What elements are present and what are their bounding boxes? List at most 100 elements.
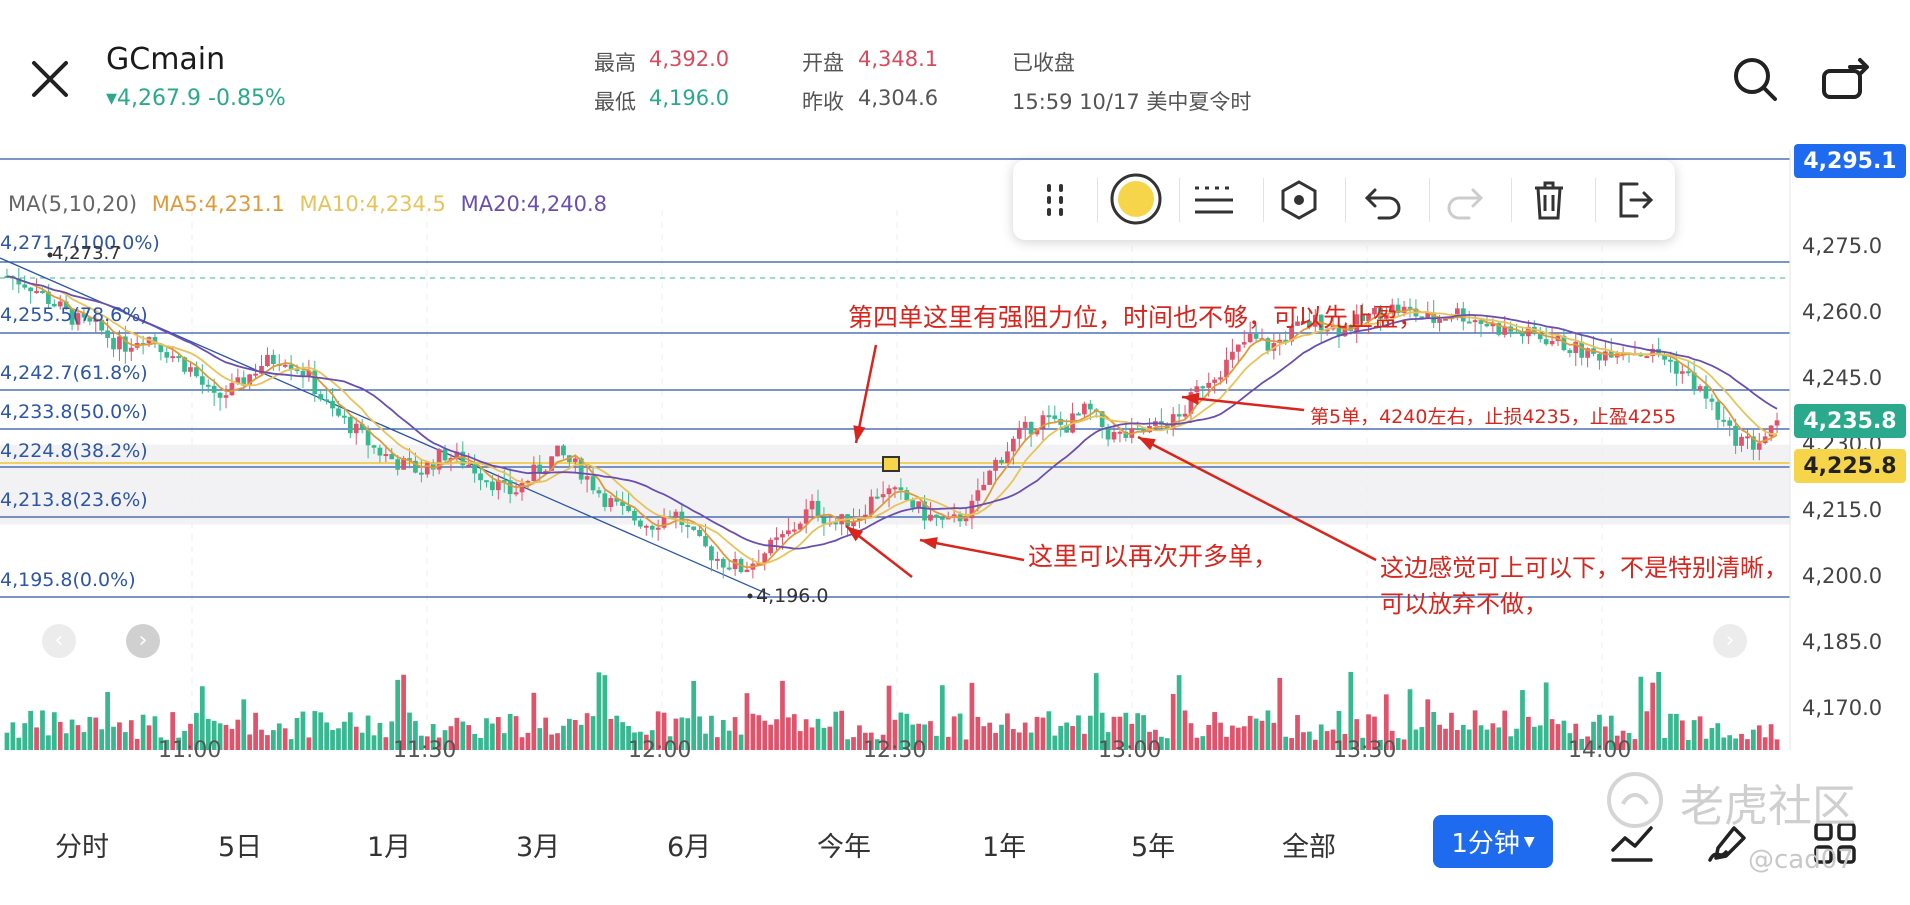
volume-bar (590, 716, 596, 750)
exit-drawing-icon[interactable] (1611, 178, 1655, 222)
trash-icon[interactable] (1527, 178, 1571, 222)
candle-body (638, 520, 643, 527)
annotation-reenter-long: 这里可以再次开多单， (1028, 542, 1279, 571)
candle-body (1052, 415, 1058, 419)
candle-body (81, 313, 87, 318)
candle-body (395, 459, 401, 470)
volume-bar (584, 713, 590, 750)
volume-bar (791, 714, 797, 750)
chart-next-icon[interactable]: › (126, 624, 160, 658)
tab-intraday[interactable]: 分时 (55, 832, 109, 863)
tab-ytd[interactable]: 今年 (817, 832, 871, 863)
tab-1y[interactable]: 1年 (982, 832, 1027, 863)
volume-bar (1620, 730, 1626, 750)
candle-body (63, 301, 69, 309)
drag-handle-icon[interactable] (1033, 178, 1077, 222)
volume-bar (1419, 727, 1425, 750)
volume-bar (176, 737, 181, 750)
volume-bar (312, 711, 318, 750)
volume-bar (1271, 722, 1277, 750)
volume-bar (40, 710, 45, 750)
candle-body (904, 490, 910, 501)
candlestick-chart[interactable] (0, 150, 1910, 760)
candle-body (205, 384, 211, 387)
chart-prev-icon[interactable]: ‹ (42, 624, 76, 658)
volume-bar (87, 717, 93, 750)
candle-body (1567, 350, 1573, 353)
arrow-fourth-order-head (853, 425, 866, 443)
volume-bar (1431, 711, 1437, 750)
volume-bar (111, 726, 116, 750)
x-tick: 11:00 (158, 738, 222, 763)
volume-bar (1715, 723, 1721, 750)
candle-body (495, 480, 501, 491)
volume-bar (1685, 739, 1691, 750)
volume-bar (1537, 725, 1543, 750)
volume-bar (1052, 735, 1058, 750)
volume-bar (276, 723, 282, 750)
candle-body (833, 522, 839, 525)
volume-bar (1543, 682, 1549, 750)
y-tick: 4,260.0 (1802, 300, 1883, 324)
x-tick: 12:30 (863, 738, 927, 763)
volume-bar (1005, 713, 1010, 750)
line-style-icon[interactable] (1191, 178, 1237, 222)
volume-bar (679, 717, 685, 750)
watermark-brand: 老虎社区 (1680, 781, 1856, 832)
volume-bar (1312, 739, 1318, 750)
volume-bar (211, 720, 217, 750)
tab-3m[interactable]: 3月 (516, 832, 561, 863)
candle-body (235, 377, 241, 384)
volume-bar (1496, 727, 1502, 750)
candle-body (312, 370, 318, 395)
volume-bar (1188, 723, 1194, 750)
redo-icon[interactable] (1443, 178, 1487, 222)
candle-body (655, 527, 661, 530)
timeframe-dropdown[interactable]: 1分钟 ▼ (1433, 815, 1553, 868)
share-icon[interactable] (1820, 55, 1869, 103)
volume-bar (703, 733, 708, 750)
volume-bar (981, 726, 987, 750)
indicator-icon[interactable] (1609, 820, 1655, 866)
candle-body (780, 534, 785, 538)
color-picker-icon[interactable] (1109, 172, 1163, 226)
volume-bar (1697, 716, 1703, 750)
volume-bar (1561, 720, 1567, 750)
volume-bar (448, 726, 454, 750)
search-icon[interactable] (1731, 55, 1779, 103)
grid-layout-icon[interactable] (1812, 820, 1858, 866)
candle-body (472, 464, 477, 474)
magnet-icon[interactable] (1277, 178, 1321, 222)
volume-bar (1466, 729, 1472, 750)
candle-body (1419, 316, 1425, 319)
volume-bar (874, 739, 880, 750)
volume-bar (1093, 673, 1099, 750)
tab-1m[interactable]: 1月 (367, 832, 412, 863)
tab-5d[interactable]: 5日 (218, 832, 263, 863)
volume-bar (501, 733, 507, 750)
volume-bar (975, 716, 981, 750)
volume-bar (1751, 729, 1756, 750)
volume-bar (1182, 710, 1188, 750)
volume-bar (306, 737, 312, 750)
candle-body (259, 366, 264, 374)
tab-5y[interactable]: 5年 (1131, 832, 1176, 863)
volume-bar (1164, 738, 1170, 750)
volume-bar (1585, 736, 1590, 750)
undo-icon[interactable] (1361, 178, 1405, 222)
candle-body (217, 392, 223, 398)
ma20-value: MA20:4,240.8 (460, 192, 608, 216)
close-icon[interactable] (26, 55, 74, 103)
candle-body (1111, 432, 1117, 440)
volume-bar (10, 722, 16, 750)
chart-latest-icon[interactable]: › (1713, 624, 1747, 658)
candle-body (709, 546, 714, 561)
tab-6m[interactable]: 6月 (667, 832, 712, 863)
y-tick: 4,185.0 (1802, 630, 1883, 654)
volume-bar (282, 728, 288, 750)
draw-tool-icon[interactable] (1706, 820, 1752, 866)
volume-bar (247, 734, 253, 750)
volume-bar (507, 713, 513, 750)
candle-body (602, 493, 608, 507)
tab-all[interactable]: 全部 (1282, 832, 1336, 863)
